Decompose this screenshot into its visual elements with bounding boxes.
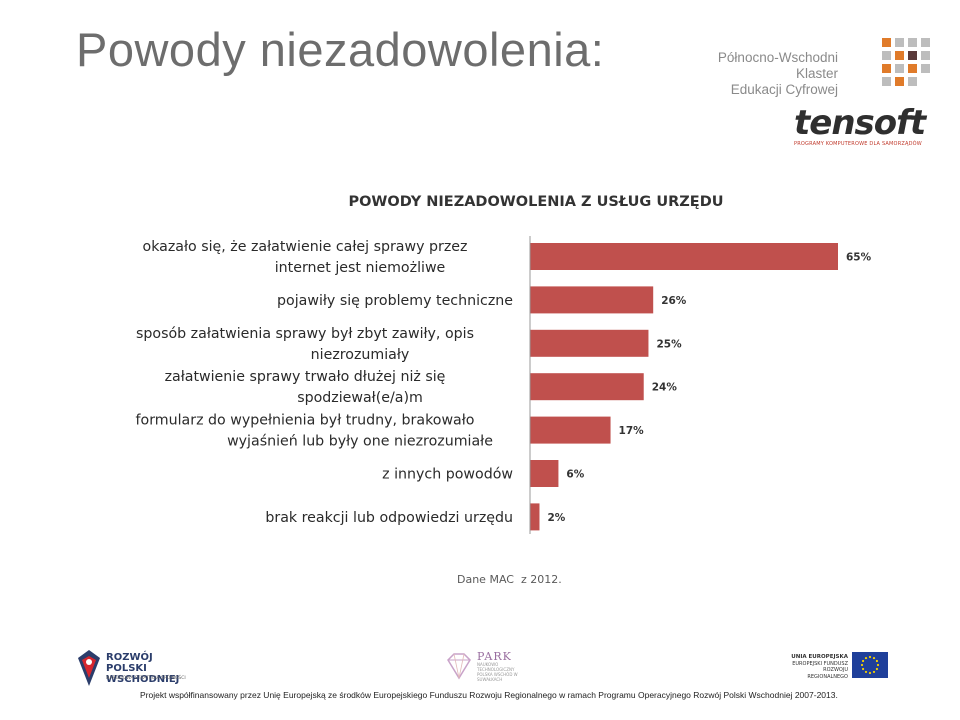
bar-5 [530,416,611,444]
tensoft-logo: tensoft PROGRAMY KOMPUTEROWE DLA SAMORZĄ… [794,106,934,150]
park-tagline: NAUKOWO TECHNOLOGICZNY POLSKA WSCHÓD W S… [477,662,518,682]
klaster-dots-icon [882,38,930,86]
bar-2 [530,286,654,314]
category-label: brak reakcji lub odpowiedzi urzędu [265,510,513,526]
category-label: okazało się, że załatwienie całej sprawy… [143,239,468,276]
category-label: załatwienie sprawy trwało dłużej niż się… [165,369,446,406]
category-label: formularz do wypełnienia był trudny, bra… [136,413,493,450]
eu-star [860,663,864,667]
bar-6 [530,460,559,487]
klaster-line2: Edukacji Cyfrowej [730,82,838,97]
eu-star [875,667,879,671]
eu-star [875,659,879,663]
tensoft-tagline: PROGRAMY KOMPUTEROWE DLA SAMORZĄDÓW [794,141,922,147]
eu-star [872,656,876,660]
rpw-tagline: NARODOWA STRATEGIA SPÓJNOŚCI [106,676,186,681]
eu-star [861,667,865,671]
rpw-flag-icon [78,650,100,686]
slide-title: Powody niezadowolenia: [76,23,605,76]
park-logo: PARK NAUKOWO TECHNOLOGICZNY POLSKA WSCHÓ… [444,648,524,688]
diamond-icon [447,653,471,680]
source-note: Dane MAC z 2012. [457,573,562,586]
eu-line2: EUROPEJSKI FUNDUSZ [792,660,848,667]
bar-value-label: 26% [661,295,687,307]
eu-star [864,656,868,660]
eu-star [876,663,880,667]
bar-1 [530,243,838,270]
category-label: pojawiły się problemy techniczne [277,293,513,309]
bar-value-label: 25% [656,338,682,350]
rpw-line1: ROZWÓJ [106,652,153,663]
eu-star [864,670,868,674]
eu-logo: UNIA EUROPEJSKA EUROPEJSKI FUNDUSZ ROZWO… [786,652,896,692]
chart-title: POWODY NIEZADOWOLENIA Z USŁUG URZĘDU [348,194,723,210]
bar-3 [530,329,649,357]
eu-star [868,671,872,675]
category-label: sposób załatwienia sprawy był zbyt zawił… [136,326,474,363]
rpw-line2: POLSKI WSCHODNIEJ [106,663,180,685]
footer: ROZWÓJ POLSKI WSCHODNIEJ NARODOWA STRATE… [0,640,960,720]
eu-line3: ROZWOJU REGIONALNEGO [807,667,848,680]
tensoft-word: tensoft [794,103,926,143]
eu-flag-icon [852,652,888,678]
eu-line1: UNIA EUROPEJSKA [791,654,848,660]
bar-value-label: 65% [846,252,872,264]
bar-4 [530,373,644,401]
bar-value-label: 17% [619,425,645,437]
category-label: z innych powodów [382,467,513,483]
klaster-logo-text: Północno-Wschodni Klaster Edukacji Cyfro… [686,50,838,98]
klaster-logo: Północno-Wschodni Klaster Edukacji Cyfro… [686,38,936,100]
klaster-line1: Północno-Wschodni Klaster [717,50,838,81]
rpw-logo: ROZWÓJ POLSKI WSCHODNIEJ NARODOWA STRATE… [76,648,216,692]
footnote: Projekt współfinansowany przez Unię Euro… [140,690,838,700]
bar-value-label: 2% [547,512,565,524]
eu-star [861,659,865,663]
bar-7 [530,503,540,531]
bar-value-label: 6% [566,469,584,481]
eu-star [872,670,876,674]
eu-star [868,655,872,659]
bar-value-label: 24% [652,382,678,394]
park-word: PARK [477,650,512,663]
